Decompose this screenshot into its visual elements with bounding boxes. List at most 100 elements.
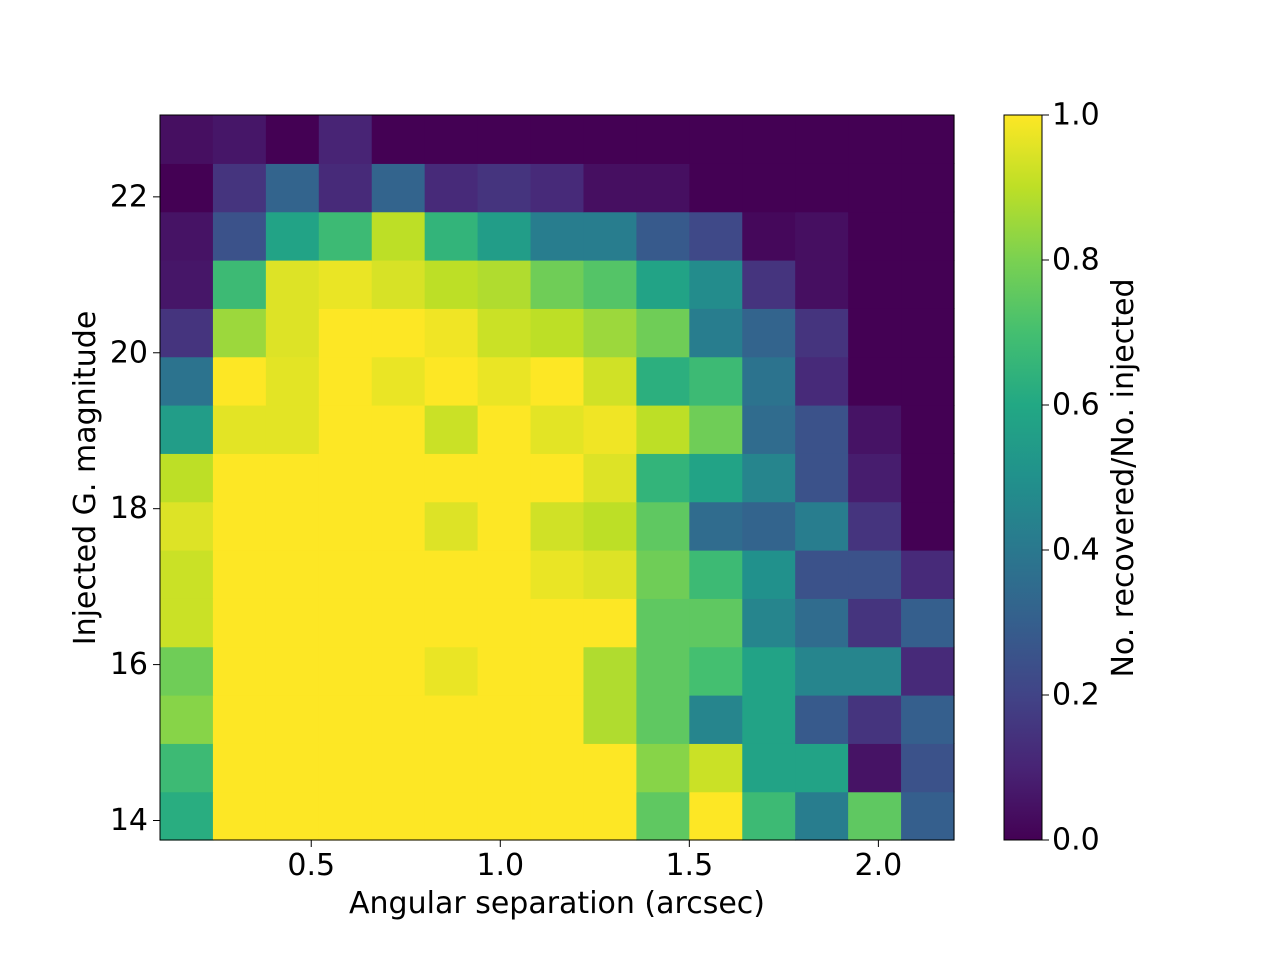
heatmap-cell (848, 550, 902, 599)
heatmap-cell (901, 308, 955, 358)
heatmap-cell (689, 356, 743, 406)
heatmap-cell (371, 695, 426, 744)
heatmap-cell (583, 115, 637, 164)
colorbar-tick-label: 0.4 (1052, 533, 1100, 568)
heatmap-cell (160, 791, 214, 841)
heatmap-cell (901, 695, 955, 744)
heatmap-cell (477, 163, 532, 213)
heatmap-cell (477, 211, 532, 261)
heatmap-cell (477, 791, 532, 841)
heatmap-cell (636, 115, 690, 164)
colorbar-tick-label: 0.0 (1052, 823, 1100, 858)
heatmap-cell (636, 405, 690, 454)
heatmap-cell (583, 260, 637, 309)
heatmap-cell (318, 743, 373, 793)
heatmap-cell (795, 695, 849, 744)
heatmap-cell (371, 501, 426, 551)
heatmap-cell (636, 308, 690, 358)
heatmap-cell (212, 163, 267, 213)
heatmap-cell (318, 550, 373, 599)
colorbar-tick-label: 0.8 (1052, 243, 1100, 278)
heatmap-cell (212, 550, 267, 599)
heatmap-cell (636, 501, 690, 551)
heatmap-cell (795, 791, 849, 841)
heatmap-cell (636, 743, 690, 793)
heatmap-cell (901, 260, 955, 309)
heatmap-cell (795, 453, 849, 503)
heatmap-cell (901, 115, 955, 164)
heatmap-cell (318, 501, 373, 551)
heatmap-cell (583, 405, 637, 454)
heatmap-cell (160, 405, 214, 454)
heatmap-cell (583, 646, 637, 696)
heatmap-cell (371, 453, 426, 503)
heatmap-cell (795, 163, 849, 213)
y-tick-label: 22 (110, 179, 148, 214)
heatmap-cell (265, 598, 320, 648)
colorbar-tick-label: 0.2 (1052, 678, 1100, 713)
heatmap-cell (795, 115, 849, 164)
heatmap-cell (901, 791, 955, 841)
heatmap-cell (530, 308, 585, 358)
heatmap-cell (742, 550, 796, 599)
y-tick-label: 16 (110, 647, 148, 682)
heatmap-cell (212, 405, 267, 454)
heatmap-cell (318, 163, 373, 213)
heatmap-cell (424, 550, 479, 599)
heatmap-cell (530, 453, 585, 503)
heatmap-cell (742, 695, 796, 744)
heatmap-cell (212, 115, 267, 164)
y-tick-label: 14 (110, 803, 148, 838)
heatmap-cell (424, 646, 479, 696)
heatmap-cell (901, 550, 955, 599)
heatmap-cell (636, 598, 690, 648)
heatmap-cell (636, 163, 690, 213)
heatmap-cell (901, 356, 955, 406)
heatmap-cell (477, 356, 532, 406)
heatmap-cell (848, 598, 902, 648)
heatmap-cell (742, 598, 796, 648)
heatmap-cell (636, 646, 690, 696)
heatmap-cell (689, 308, 743, 358)
x-tick-label: 1.5 (665, 848, 713, 883)
heatmap-cell (212, 598, 267, 648)
heatmap-cell (424, 356, 479, 406)
heatmap-cell (689, 695, 743, 744)
heatmap-cell (901, 501, 955, 551)
heatmap-cell (318, 356, 373, 406)
heatmap-cell (318, 791, 373, 841)
heatmap-cell (848, 260, 902, 309)
heatmap-cell (318, 211, 373, 261)
heatmap-cell (265, 211, 320, 261)
heatmap-cell (424, 163, 479, 213)
heatmap-cell (742, 211, 796, 261)
heatmap-cell (212, 791, 267, 841)
heatmap-cell (636, 695, 690, 744)
heatmap-cell (160, 646, 214, 696)
heatmap-cell (160, 598, 214, 648)
heatmap-cell (530, 260, 585, 309)
heatmap-cell (795, 356, 849, 406)
heatmap-cell (424, 791, 479, 841)
heatmap-cell (795, 405, 849, 454)
heatmap-cell (742, 308, 796, 358)
heatmap-cell (160, 163, 214, 213)
heatmap-cell (742, 356, 796, 406)
heatmap-cell (848, 308, 902, 358)
heatmap-cell (795, 211, 849, 261)
heatmap-cell (689, 115, 743, 164)
heatmap-cell (318, 115, 373, 164)
heatmap-cell (160, 743, 214, 793)
heatmap-cell (742, 405, 796, 454)
heatmap-cell (371, 743, 426, 793)
heatmap-cell (265, 695, 320, 744)
heatmap-cell (848, 405, 902, 454)
y-tick-label: 20 (110, 335, 148, 370)
heatmap-cell (901, 646, 955, 696)
heatmap-cell (477, 598, 532, 648)
heatmap-cell (318, 405, 373, 454)
heatmap-cell (530, 791, 585, 841)
heatmap-cell (160, 453, 214, 503)
heatmap-cell (160, 211, 214, 261)
